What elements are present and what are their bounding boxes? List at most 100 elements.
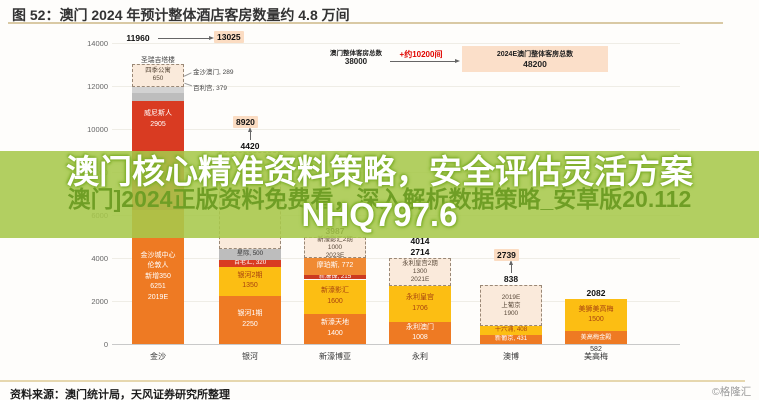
- title-underline: [8, 22, 723, 24]
- growth-arrow-icon: [509, 260, 513, 274]
- segment-text: 1706: [412, 304, 428, 312]
- segment-text: 摩珀斯, 772: [316, 262, 354, 270]
- overlay-subtext: 澳门]2024正版资料免费看，深入解析数据策略_安草版20.112: [67, 186, 692, 212]
- forecast-dashed-box: 永利皇宫2期 1300 2021E: [389, 257, 451, 286]
- segment-text: 百老汇, 320: [233, 259, 267, 267]
- segment-text: 银河1期: [237, 310, 263, 318]
- segment-text: 金沙城中心: [140, 251, 176, 259]
- segment-text: 2019E: [501, 293, 521, 301]
- gridline: [112, 129, 680, 130]
- forecast-dashed-box: 四季公寓 650: [132, 63, 184, 87]
- growth-arrow-icon: [158, 35, 214, 40]
- bar-segment: [132, 86, 184, 94]
- segment-text: 星际, 500: [236, 250, 264, 258]
- bar-segment: 永利澳门 1008: [389, 322, 451, 344]
- segment-text: 2250: [242, 320, 258, 328]
- ytick-label: 4000: [91, 254, 108, 263]
- segment-text: 2023E: [325, 251, 345, 259]
- side-label: 百利宫, 379: [193, 85, 227, 92]
- forecast-dashed-box: 2019E 上葡京 1900: [480, 285, 542, 326]
- overlay-headline: 澳门核心精准资料策略，安全评估灵活方案NHQ797.6: [66, 153, 693, 233]
- category-label: 美高梅: [584, 352, 608, 361]
- segment-text: 新濠影汇: [321, 287, 349, 295]
- gridline: [112, 86, 680, 87]
- source-note: 资料来源：澳门统计局，天风证券研究所整理: [10, 389, 230, 400]
- segment-text: 十六浦, 408: [494, 326, 528, 334]
- segment-text: 1400: [327, 329, 343, 337]
- segment-text: 1350: [242, 282, 258, 290]
- bar-segment: 银河2期 1350: [219, 266, 281, 296]
- overlay-band: [0, 151, 759, 238]
- category-label: 银河: [242, 352, 258, 361]
- ytick-label: 2000: [91, 297, 108, 306]
- segment-text: 四季公寓: [145, 67, 171, 75]
- bar-target-value: 13025: [214, 30, 244, 43]
- category-label: 永利: [412, 352, 428, 361]
- ytick-label: 14000: [87, 39, 108, 48]
- bar-current-value: 4420: [240, 141, 260, 152]
- summary-box-label: 2024E澳门整体客房总数: [496, 51, 574, 58]
- ytick-label: 0: [103, 340, 108, 349]
- side-label: 金沙澳门, 289: [193, 69, 234, 76]
- ytick-label: 10000: [87, 125, 108, 134]
- category-label: 金沙: [150, 352, 166, 361]
- bar-target-value: 8920: [233, 116, 258, 129]
- bar-segment: 永利皇宫 1706: [389, 285, 451, 323]
- summary-2024e-box: 2024E澳门整体客房总数 48200: [462, 46, 608, 72]
- bar-segment: 新葡京, 431: [480, 334, 542, 344]
- bar-segment: 美狮美高梅 1500: [565, 299, 627, 332]
- category-label: 澳博: [503, 352, 519, 361]
- segment-text: 美狮美高梅: [578, 305, 614, 313]
- bar-segment: 星际, 500: [219, 248, 281, 260]
- bar-current-value: 11960: [126, 32, 150, 43]
- segment-text: 新葡京, 431: [494, 335, 528, 343]
- leader-line: [183, 72, 193, 78]
- bar-target-value: 4014: [410, 235, 430, 246]
- segment-text: 新濠影汇2期: [317, 235, 353, 243]
- segment-text: 1300: [412, 267, 428, 275]
- summary-arrow-icon: [390, 59, 460, 63]
- segment-text: 新濠锋, 215: [318, 273, 352, 281]
- forecast-dashed-box: 新濠影汇2期 1000 2023E: [304, 235, 366, 259]
- bar-current-value: 2082: [586, 288, 606, 299]
- segment-text: 6251: [150, 283, 166, 291]
- bar-segment: 新濠影汇 1600: [304, 279, 366, 314]
- summary-delta-label: +约10200间: [399, 50, 443, 59]
- segment-text: 威尼斯人: [144, 110, 172, 118]
- bar-target-value: 2739: [494, 249, 519, 262]
- segment-text: 2905: [150, 120, 166, 128]
- segment-text: 永利澳门: [406, 323, 434, 331]
- bar-current-value: 838: [503, 274, 519, 285]
- segment-text: 美高梅金殿: [580, 333, 612, 341]
- bar-segment: 百老汇, 320: [219, 259, 281, 267]
- bar-current-value: 2714: [410, 246, 430, 257]
- bar-segment: 新濠锋, 215: [304, 273, 366, 281]
- bar-segment: 摩珀斯, 772: [304, 258, 366, 275]
- segment-text: 伦敦人: [147, 262, 169, 270]
- segment-text: 永利皇宫: [406, 294, 434, 302]
- gridline: [112, 344, 680, 345]
- segment-text: 新濠天地: [321, 319, 349, 327]
- category-label: 新濠博亚: [319, 352, 351, 361]
- segment-text: 银河2期: [237, 271, 263, 279]
- bar-segment: [132, 93, 184, 102]
- figure-title: 图 52：澳门 2024 年预计整体酒店客房数量约 4.8 万间: [12, 7, 350, 23]
- segment-text: 650: [152, 75, 164, 83]
- watermark: ©格隆汇: [712, 386, 752, 398]
- segment-text: 1900: [503, 309, 519, 317]
- summary-left-value: 38000: [344, 57, 368, 66]
- footer-rule: [0, 380, 745, 382]
- bar-segment: 美高梅金殿: [565, 331, 627, 344]
- gridline: [112, 43, 680, 44]
- ytick-label: 12000: [87, 82, 108, 91]
- segment-text: 1000: [327, 243, 343, 251]
- segment-text: 2021E: [410, 275, 430, 283]
- bar-top-label: 圣瑞吉塔楼: [141, 56, 175, 64]
- bar-segment: 十六浦, 408: [480, 325, 542, 335]
- summary-left-label: 澳门整体客房总数: [330, 50, 382, 57]
- segment-text: 1600: [327, 297, 343, 305]
- bar-segment: 银河1期 2250: [219, 295, 281, 344]
- growth-arrow-icon: [248, 127, 252, 141]
- segment-text: 2019E: [147, 293, 169, 301]
